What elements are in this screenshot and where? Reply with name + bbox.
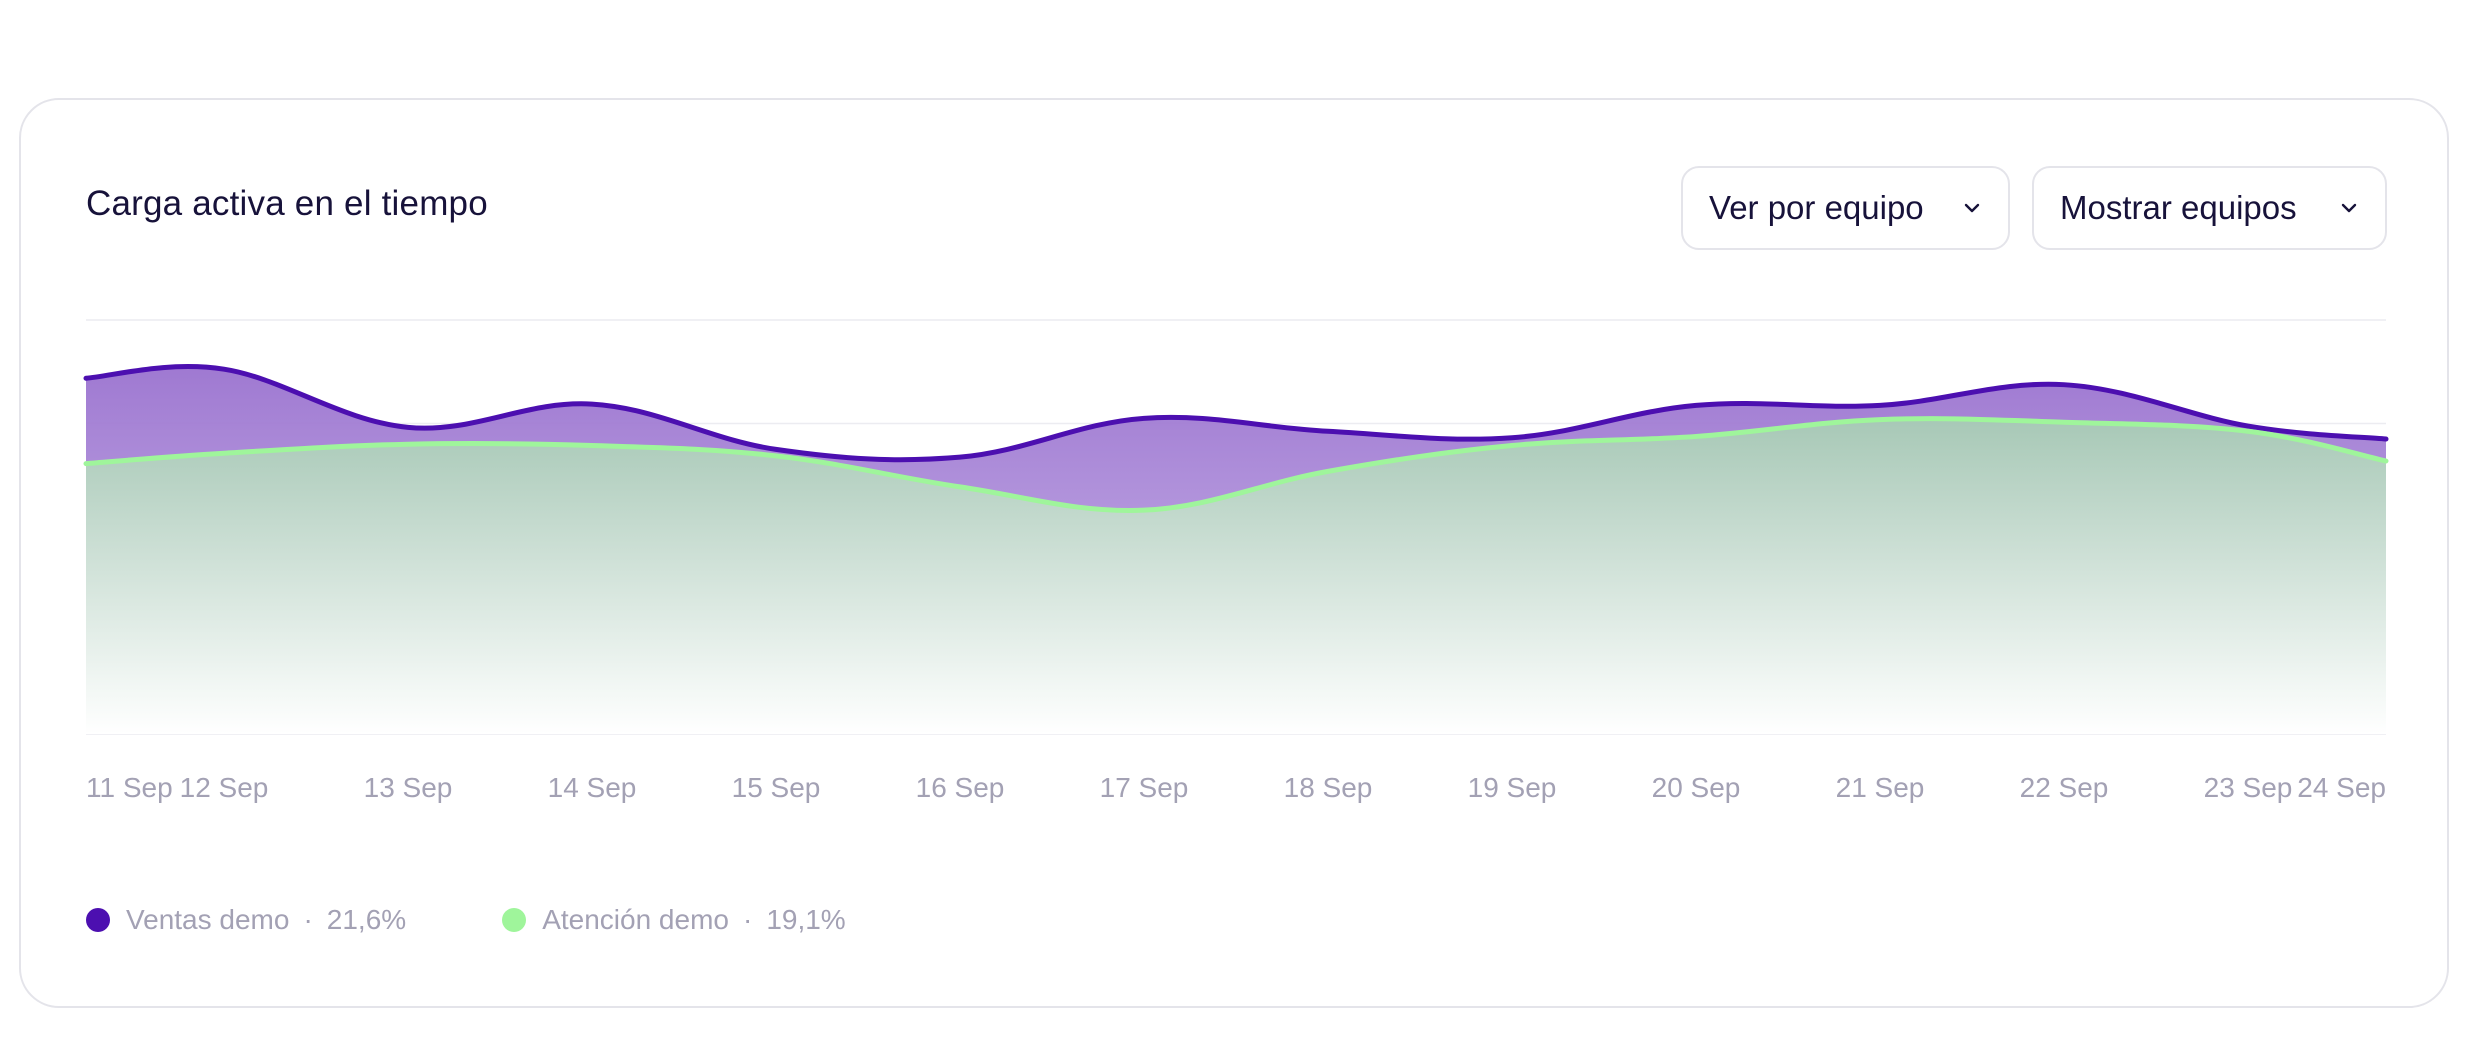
view-by-team-dropdown[interactable]: Ver por equipo bbox=[1681, 166, 2010, 250]
x-tick-label: 21 Sep bbox=[1836, 772, 1925, 803]
series-layer bbox=[83, 364, 2389, 734]
x-axis-ticks: 11 Sep 12 Sep 13 Sep 14 Sep 15 Sep 16 Sep 17 S… bbox=[86, 772, 2386, 803]
series-line-ventas[interactable] bbox=[83, 364, 2389, 463]
legend-separator: · bbox=[303, 904, 313, 935]
area-fill-atencion bbox=[86, 418, 2386, 734]
legend-value-atencion: 19,1% bbox=[766, 904, 846, 935]
x-tick-label: 20 Sep bbox=[1652, 772, 1741, 803]
legend-separator: · bbox=[742, 904, 753, 935]
legend-dot-atencion bbox=[502, 908, 527, 932]
chevron-down-icon bbox=[2339, 198, 2359, 218]
area-chart: 11 Sep 12 Sep 13 Sep 14 Sep 15 Sep 16 Sep 17 S… bbox=[83, 319, 2389, 803]
legend-item-atencion[interactable]: Atención demo · 19,1% bbox=[502, 904, 846, 936]
x-tick-label: 18 Sep bbox=[1284, 772, 1373, 803]
x-tick-label: 11 Sep bbox=[86, 772, 173, 803]
x-tick-label: 15 Sep bbox=[732, 772, 821, 803]
view-by-team-label: Ver por equipo bbox=[1709, 189, 1924, 226]
chart-legend: Ventas demo · 21,6% Atención demo · 19,1… bbox=[86, 904, 942, 936]
x-tick-label: 19 Sep bbox=[1468, 772, 1557, 803]
chart-card: Carga activa en el tiempo Ver por equipo… bbox=[19, 98, 2449, 1008]
series-line-atencion[interactable] bbox=[83, 416, 2389, 513]
x-tick-label: 22 Sep bbox=[2020, 772, 2109, 803]
show-teams-dropdown[interactable]: Mostrar equipos bbox=[2032, 166, 2387, 250]
x-tick-label: 17 Sep bbox=[1100, 772, 1189, 803]
legend-label-atencion: Atención demo bbox=[542, 904, 729, 935]
x-tick-label: 12 Sep bbox=[180, 772, 269, 803]
x-tick-label: 24 Sep bbox=[2297, 772, 2386, 803]
legend-dot-ventas bbox=[86, 908, 110, 932]
legend-label-ventas: Ventas demo bbox=[126, 904, 290, 935]
chevron-down-icon bbox=[1962, 198, 1982, 218]
card-title: Carga activa en el tiempo bbox=[86, 184, 488, 223]
legend-value-ventas: 21,6% bbox=[326, 904, 407, 935]
x-tick-label: 13 Sep bbox=[364, 772, 453, 803]
x-tick-label: 16 Sep bbox=[916, 772, 1005, 803]
show-teams-label: Mostrar equipos bbox=[2060, 189, 2297, 226]
x-tick-label: 23 Sep bbox=[2204, 772, 2293, 803]
x-tick-label: 14 Sep bbox=[548, 772, 637, 803]
legend-item-ventas[interactable]: Ventas demo · 21,6% bbox=[86, 904, 406, 936]
